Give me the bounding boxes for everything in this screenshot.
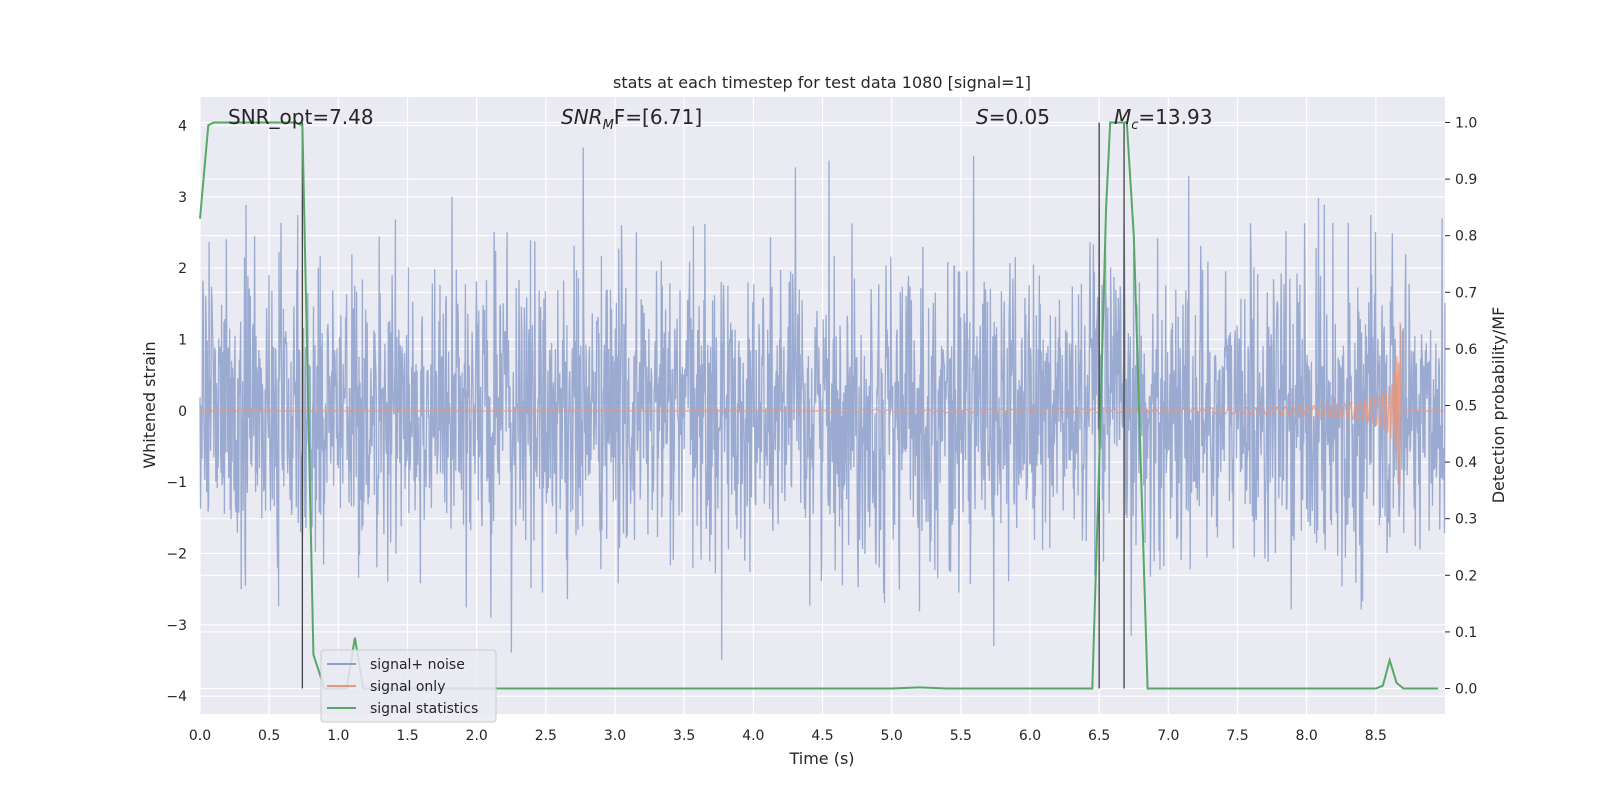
annotation-mc: Mc=13.93 — [1114, 105, 1212, 133]
x-tick-label: 8.0 — [1296, 728, 1318, 744]
vertical-markers — [301, 122, 1125, 689]
annotation-mc-sub: c — [1131, 118, 1138, 133]
x-tick-label: 5.5 — [950, 728, 972, 744]
x-tick-label: 2.5 — [535, 728, 557, 744]
x-tick-label: 5.0 — [881, 728, 903, 744]
annotation-snr-mf: SNRMF=[6.71] — [561, 105, 702, 133]
legend-box — [320, 649, 497, 723]
x-tick-label: 1.0 — [327, 728, 349, 744]
x-tick-label: 7.0 — [1157, 728, 1179, 744]
x-tick-label: 4.5 — [811, 728, 833, 744]
series-signal-statistics — [199, 121, 1439, 690]
y-left-tick-label: −4 — [166, 689, 187, 705]
statistics-trace — [199, 121, 1439, 690]
annotation-snr-mf-sub: M — [603, 118, 614, 133]
x-tick-label: 4.0 — [742, 728, 764, 744]
y-right-tick-label: 0.5 — [1455, 399, 1477, 415]
x-tick-label: 7.5 — [1226, 728, 1248, 744]
y-left-tick-label: 3 — [178, 190, 187, 206]
chart-title: stats at each timestep for test data 108… — [613, 73, 1031, 92]
annotation-snr-mf-value: F=[6.71] — [614, 105, 702, 129]
annotation-mc-symbol: M — [1114, 105, 1131, 129]
y-left-axis-label: Whitened strain — [140, 341, 159, 468]
annotation-snr-mf-snr: SNR — [561, 105, 603, 129]
x-tick-label: 1.5 — [396, 728, 418, 744]
y-right-tick-label: 0.9 — [1455, 172, 1477, 188]
x-tick-labels: 0.0 0.5 1.0 1.5 2.0 2.5 3.0 3.5 4.0 4.5 5.0 5.5 6.0 6… — [189, 728, 1387, 744]
y-left-tick-labels: 4 3 2 1 0 −1 −2 −3 −4 — [166, 119, 187, 706]
y-left-tick-label: 0 — [178, 404, 187, 420]
legend: signal+ noise signal only signal statist… — [320, 649, 497, 723]
y-right-tick-label: 0.3 — [1455, 512, 1477, 528]
x-tick-label: 3.5 — [673, 728, 695, 744]
noise-trace — [199, 147, 1446, 661]
annotation-s-symbol: S — [976, 105, 989, 129]
legend-label-stats: signal statistics — [370, 701, 478, 717]
x-tick-label: 6.0 — [1019, 728, 1041, 744]
y-left-tick-label: −1 — [166, 475, 187, 491]
y-right-tick-label: 0.8 — [1455, 229, 1477, 245]
y-right-tick-label: 0.1 — [1455, 625, 1477, 641]
signal-trace — [200, 322, 1445, 496]
series-signal-noise — [199, 147, 1446, 661]
x-tick-label: 8.5 — [1365, 728, 1387, 744]
x-axis-label: Time (s) — [788, 749, 854, 768]
y-left-tick-label: 2 — [178, 261, 187, 277]
y-right-tick-label: 0.6 — [1455, 342, 1477, 358]
y-right-tick-labels: 1.0 0.9 0.8 0.7 0.6 0.5 0.4 0.3 0.2 0.1 0.0 — [1445, 115, 1477, 698]
y-right-tick-label: 0.7 — [1455, 285, 1477, 301]
annotation-s-value: =0.05 — [989, 105, 1050, 129]
y-right-axis-label: Detection probability/MF — [1489, 307, 1508, 504]
y-right-tick-label: 1.0 — [1455, 115, 1477, 131]
legend-label-signal: signal only — [370, 679, 445, 695]
series-signal-only — [200, 322, 1445, 496]
x-tick-label: 6.5 — [1088, 728, 1110, 744]
y-right-tick-label: 0.0 — [1455, 682, 1477, 698]
legend-label-noise: signal+ noise — [370, 657, 465, 673]
annotation-snr-opt: SNR_opt=7.48 — [228, 105, 374, 129]
x-tick-label: 3.0 — [604, 728, 626, 744]
y-left-tick-label: 1 — [178, 333, 187, 349]
y-left-tick-label: −2 — [166, 547, 187, 563]
annotation-mc-value: =13.93 — [1138, 105, 1212, 129]
y-left-tick-label: −3 — [166, 618, 187, 634]
annotation-s: S=0.05 — [976, 105, 1050, 129]
x-tick-label: 0.0 — [189, 728, 211, 744]
x-tick-label: 2.0 — [466, 728, 488, 744]
y-left-tick-label: 4 — [178, 119, 187, 135]
x-tick-label: 0.5 — [258, 728, 280, 744]
y-right-tick-label: 0.2 — [1455, 568, 1477, 584]
y-right-tick-label: 0.4 — [1455, 455, 1477, 471]
